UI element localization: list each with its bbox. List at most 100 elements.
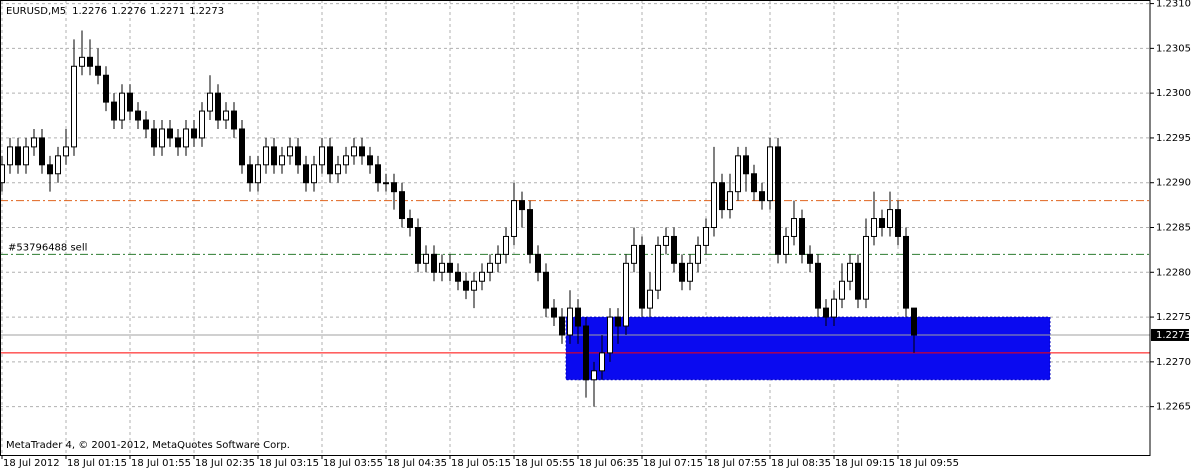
- candle-body: [671, 235, 677, 264]
- candle-body: [815, 262, 821, 309]
- candle-body: [207, 92, 213, 112]
- candle-body: [39, 137, 45, 166]
- level-label: #53796488 sell: [8, 242, 87, 253]
- candle-body: [271, 146, 277, 166]
- candle-body: [239, 128, 245, 166]
- candle-body: [87, 56, 93, 67]
- candle-body: [767, 146, 773, 202]
- x-tick-label: 18 Jul 05:55: [515, 458, 575, 469]
- candle-body: [551, 307, 557, 318]
- x-tick-label: 18 Jul 02:35: [195, 458, 255, 469]
- x-tick-label: 18 Jul 09:55: [899, 458, 959, 469]
- candle-body: [583, 325, 589, 381]
- y-tick-label: 1.2290: [1156, 178, 1191, 189]
- candle-body: [263, 146, 269, 166]
- candle-body: [711, 182, 717, 229]
- candle-body: [215, 92, 221, 121]
- candle-body: [695, 244, 701, 264]
- candle-body: [47, 164, 53, 175]
- candle-body: [871, 218, 877, 237]
- x-tick-label: 18 Jul 09:15: [835, 458, 895, 469]
- candle-body: [375, 164, 381, 184]
- candle-body: [791, 218, 797, 237]
- candle-body: [119, 92, 125, 121]
- candle-body: [575, 307, 581, 327]
- candle-body: [7, 146, 13, 166]
- candle-body: [639, 244, 645, 309]
- candle-body: [55, 155, 61, 175]
- candle-body: [655, 244, 661, 291]
- rectangle-object: [565, 316, 1051, 381]
- candle-body: [135, 110, 141, 121]
- header-open: 1.2276: [72, 6, 107, 17]
- x-tick-label: 18 Jul 01:55: [131, 458, 191, 469]
- candle-body: [775, 146, 781, 255]
- candle-body: [367, 155, 373, 166]
- y-tick-label: 1.2310: [1156, 0, 1191, 10]
- x-tick-label: 18 Jul 06:35: [579, 458, 639, 469]
- candle-body: [439, 262, 445, 273]
- candle-body: [495, 253, 501, 264]
- candle-body: [455, 271, 461, 282]
- candle-body: [895, 209, 901, 237]
- candle-body: [743, 155, 749, 175]
- candle-body: [335, 164, 341, 175]
- header-low: 1.2271: [150, 6, 185, 17]
- candle-body: [679, 262, 685, 282]
- candle-body: [751, 173, 757, 193]
- candle-body: [71, 65, 77, 148]
- candle-body: [295, 146, 301, 166]
- candle-body: [231, 110, 237, 130]
- y-tick-label: 1.2305: [1156, 43, 1191, 54]
- candle-body: [351, 146, 357, 157]
- candle-body: [15, 146, 21, 166]
- candle-body: [63, 146, 69, 157]
- price-tag-label: 1.2273: [1156, 330, 1191, 341]
- candle-body: [447, 262, 453, 273]
- y-tick-label: 1.2300: [1156, 88, 1191, 99]
- candle-body: [511, 200, 517, 237]
- candle-body: [143, 119, 149, 130]
- footer: MetaTrader 4, © 2001-2012, MetaQuotes So…: [6, 440, 290, 451]
- candle-body: [567, 307, 573, 336]
- candle-body: [591, 370, 597, 381]
- y-tick-label: 1.2275: [1156, 312, 1191, 323]
- y-tick-label: 1.2280: [1156, 267, 1191, 278]
- candle-body: [431, 253, 437, 273]
- candle-body: [415, 227, 421, 264]
- candle-body: [631, 244, 637, 264]
- candle-body: [663, 235, 669, 246]
- candle-body: [95, 65, 101, 76]
- candle-body: [847, 262, 853, 282]
- candle-body: [327, 146, 333, 175]
- x-tick-label: 18 Jul 2012: [3, 458, 60, 469]
- price-tag: [1151, 328, 1189, 341]
- candle-body: [807, 253, 813, 264]
- candle-body: [479, 271, 485, 282]
- candle-body: [183, 128, 189, 148]
- candle-body: [31, 137, 37, 148]
- candle-body: [831, 298, 837, 318]
- candle-body: [471, 280, 477, 291]
- candle-body: [127, 92, 133, 112]
- candle-body: [527, 209, 533, 255]
- candle-body: [103, 74, 109, 103]
- candle-body: [863, 235, 869, 300]
- candle-body: [719, 182, 725, 211]
- candle-body: [855, 262, 861, 300]
- candle-body: [543, 271, 549, 309]
- candle-body: [823, 307, 829, 318]
- candle-body: [111, 101, 117, 121]
- candle-body: [607, 316, 613, 354]
- y-tick-label: 1.2285: [1156, 223, 1191, 234]
- candle-body: [343, 155, 349, 166]
- candle-body: [383, 182, 389, 185]
- candle-body: [839, 280, 845, 300]
- candle-body: [727, 191, 733, 211]
- candle-body: [167, 128, 173, 139]
- candle-body: [247, 164, 253, 184]
- x-tick-label: 18 Jul 07:15: [643, 458, 703, 469]
- x-tick-label: 18 Jul 07:55: [707, 458, 767, 469]
- candle-body: [279, 155, 285, 166]
